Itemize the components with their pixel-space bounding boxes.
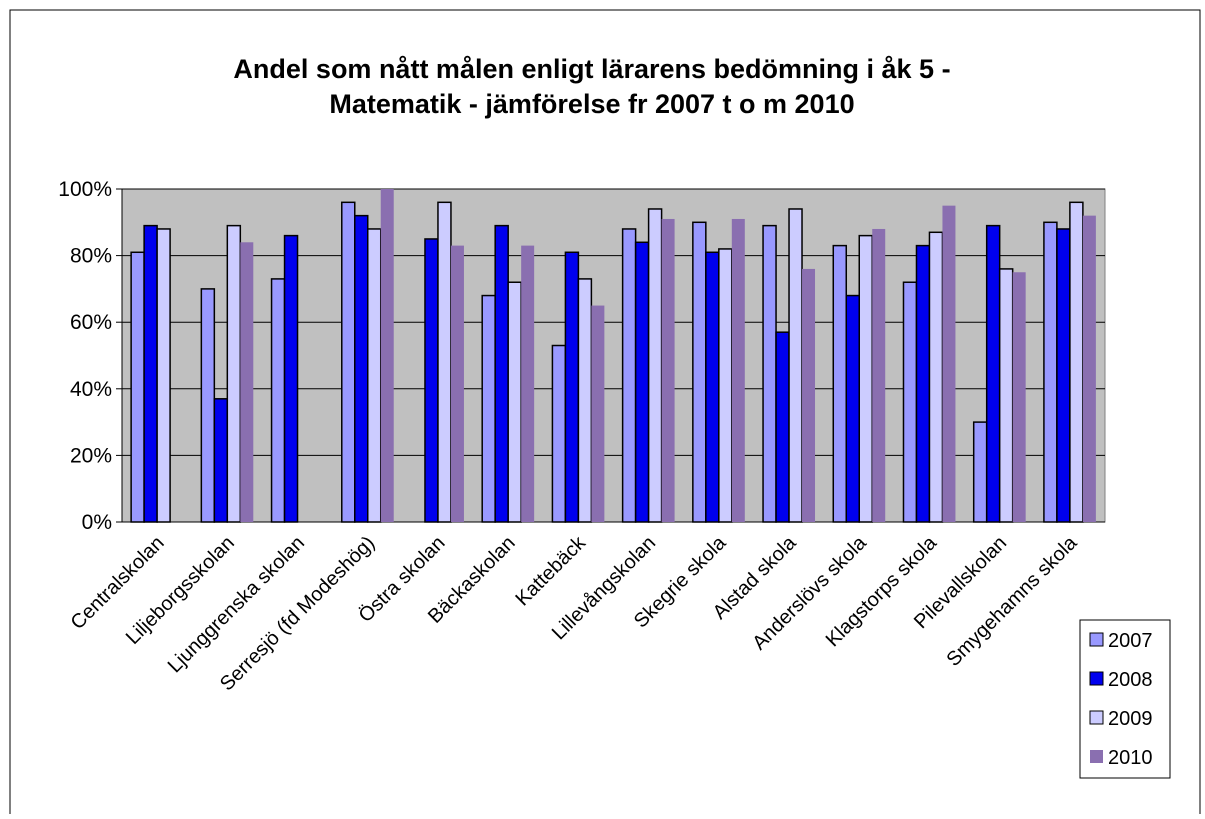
bar — [998, 268, 1014, 523]
bar — [762, 224, 777, 523]
chart-title: Andel som nått målen enligt lärarens bed… — [233, 54, 950, 84]
bar — [521, 245, 535, 523]
legend-swatch — [1090, 750, 1103, 763]
bar — [775, 331, 790, 523]
y-tick-label: 40% — [70, 378, 112, 401]
bar — [354, 214, 369, 523]
bar — [341, 201, 356, 523]
bar — [240, 242, 254, 522]
bar — [902, 281, 918, 523]
bar — [564, 251, 580, 523]
bar — [367, 228, 382, 523]
y-tick-label: 20% — [70, 444, 112, 467]
bar — [156, 228, 171, 523]
bar — [143, 224, 158, 523]
y-tick-label: 100% — [58, 178, 112, 201]
bar — [270, 278, 286, 523]
bar — [200, 288, 216, 523]
bar — [872, 228, 886, 522]
bar — [647, 208, 663, 523]
bar — [634, 241, 650, 523]
bar — [985, 224, 1001, 523]
legend-swatch — [1089, 710, 1104, 725]
bar — [972, 421, 988, 523]
bar — [130, 251, 145, 523]
bar — [718, 248, 733, 523]
legend-label: 2008 — [1108, 669, 1153, 691]
chart-title: Matematik - jämförelse fr 2007 t o m 201… — [329, 89, 854, 119]
bar — [591, 305, 605, 522]
bar — [661, 218, 675, 522]
bar — [577, 278, 593, 523]
bar — [1069, 201, 1084, 523]
bar — [621, 228, 637, 523]
bar — [1043, 221, 1058, 523]
legend-label: 2010 — [1108, 747, 1153, 769]
bar — [551, 344, 567, 523]
plot-area — [121, 188, 1106, 523]
bar — [788, 208, 803, 523]
bar — [226, 224, 242, 523]
bar — [1056, 228, 1071, 523]
bar — [802, 268, 816, 522]
legend-label: 2009 — [1108, 708, 1153, 730]
bar — [507, 281, 522, 523]
bar — [494, 224, 509, 523]
legend-label: 2007 — [1108, 630, 1153, 652]
bar — [450, 245, 464, 523]
bar — [424, 238, 439, 523]
bar — [283, 234, 299, 523]
bar — [481, 294, 496, 523]
y-tick-label: 0% — [82, 511, 112, 534]
y-tick-label: 80% — [70, 245, 112, 268]
bar — [692, 221, 707, 523]
bar — [832, 244, 848, 523]
bar — [845, 294, 861, 523]
bar — [380, 189, 394, 522]
legend-swatch — [1089, 632, 1104, 647]
bar — [437, 201, 452, 523]
y-tick-label: 60% — [70, 311, 112, 334]
legend-swatch — [1089, 671, 1104, 686]
bar — [915, 244, 931, 523]
bar — [928, 231, 944, 523]
bar — [942, 205, 956, 522]
bar — [1082, 215, 1096, 522]
bar — [1012, 272, 1026, 522]
bar — [705, 251, 720, 523]
bar — [731, 218, 745, 522]
bar — [858, 234, 873, 523]
bar — [213, 398, 229, 523]
